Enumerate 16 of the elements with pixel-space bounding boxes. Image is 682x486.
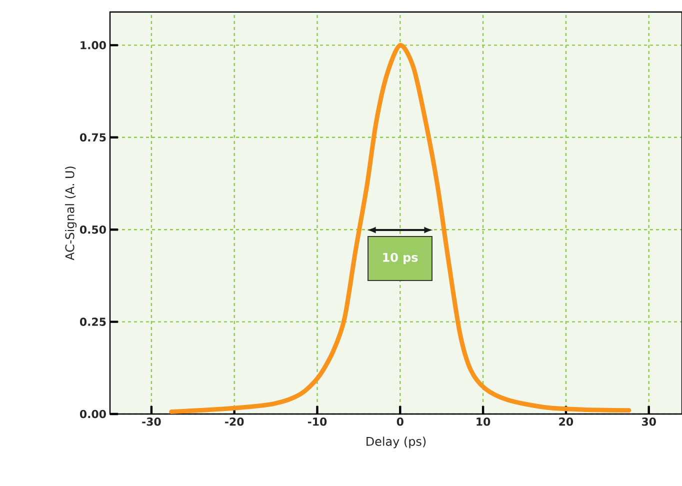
- x-tick-label: 10: [476, 418, 490, 426]
- y-tick-label: 0.75: [80, 133, 106, 142]
- x-tick-label: 0: [396, 418, 404, 426]
- y-tick-label: 1.00: [80, 41, 106, 50]
- y-tick-label: 0.00: [80, 410, 106, 418]
- x-tick-label: 30: [642, 418, 656, 426]
- x-tick-label: 20: [559, 418, 574, 426]
- x-tick-label: -10: [308, 418, 327, 426]
- y-tick-label: 0.25: [80, 318, 106, 326]
- y-axis-title: AC-Signal (A. U): [65, 166, 77, 260]
- x-tick-label: -20: [225, 418, 244, 426]
- y-tick-label: 0.50: [80, 225, 106, 234]
- line-series: [169, 42, 632, 414]
- annotation: 10 ps: [383, 252, 418, 264]
- x-axis-title: Delay (ps): [366, 436, 426, 448]
- x-tick-label: -30: [142, 418, 161, 426]
